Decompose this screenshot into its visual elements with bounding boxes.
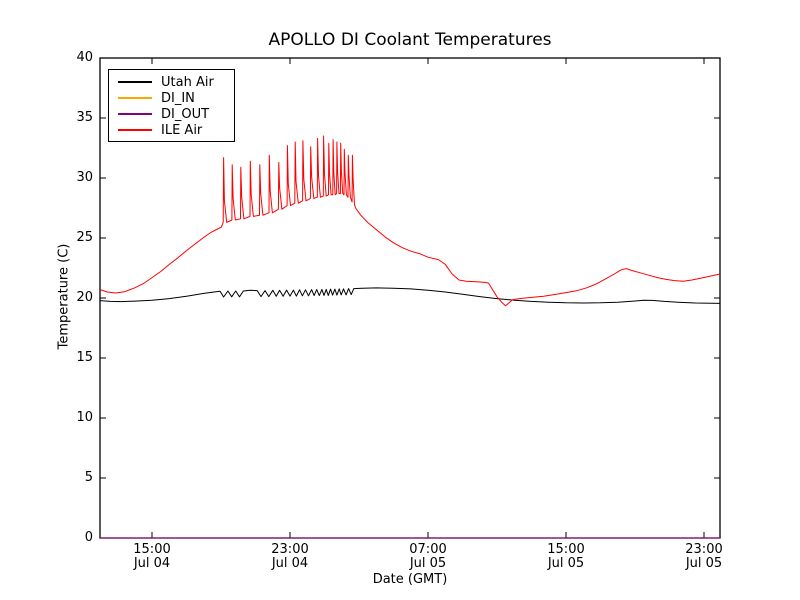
x-tick-label: 15:00 Jul 05 — [547, 542, 585, 571]
x-tick-label: 23:00 Jul 05 — [685, 542, 723, 571]
y-tick-label: 25 — [76, 230, 93, 245]
legend-item: ILE Air — [109, 122, 234, 138]
y-tick-label: 40 — [76, 50, 93, 65]
legend-item-label: DI_OUT — [161, 106, 210, 122]
legend-line-sample-di-out — [118, 113, 152, 115]
legend: Utah Air DI_IN DI_OUT ILE Air — [108, 69, 235, 142]
y-tick-label: 0 — [84, 530, 93, 545]
y-tick-label: 5 — [84, 470, 93, 485]
series-line-utah-air — [100, 287, 721, 304]
chart-title: APOLLO DI Coolant Temperatures — [268, 30, 552, 50]
x-tick-label: 07:00 Jul 05 — [409, 542, 447, 571]
y-tick-label: 35 — [76, 110, 93, 125]
y-tick-label: 20 — [76, 290, 93, 305]
legend-line-sample-utah-air — [118, 81, 152, 83]
legend-item: Utah Air — [109, 74, 234, 90]
y-tick-label: 30 — [76, 170, 93, 185]
legend-item-label: DI_IN — [161, 90, 195, 106]
legend-line-sample-ile-air — [118, 129, 152, 131]
legend-item: DI_OUT — [109, 106, 234, 122]
y-tick-label: 10 — [76, 410, 93, 425]
x-axis-label: Date (GMT) — [372, 572, 448, 587]
legend-item: DI_IN — [109, 90, 234, 106]
series-line-ile-air — [99, 135, 721, 307]
legend-item-label: Utah Air — [161, 74, 214, 90]
legend-item-label: ILE Air — [161, 122, 203, 138]
x-tick-label: 15:00 Jul 04 — [133, 542, 171, 571]
y-tick-label: 15 — [76, 350, 93, 365]
x-tick-label: 23:00 Jul 04 — [271, 542, 309, 571]
legend-line-sample-di-in — [118, 97, 152, 99]
